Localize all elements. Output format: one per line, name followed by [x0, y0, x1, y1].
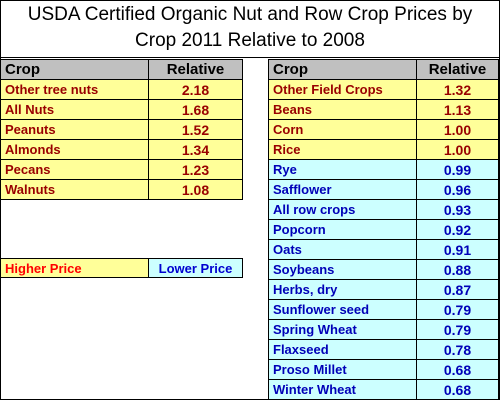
relative-value-cell: 0.79	[416, 299, 499, 320]
table-row: Proso Millet 0.68	[268, 359, 499, 380]
crop-name-cell: Rice	[268, 139, 417, 160]
table-row: Other tree nuts 2.18	[0, 79, 243, 100]
table-row: Pecans 1.23	[0, 159, 243, 180]
table-row: Almonds 1.34	[0, 139, 243, 160]
row-crop-prices-table: Crop Relative Other Field Crops 1.32 Beans…	[268, 59, 499, 400]
title-divider	[0, 57, 500, 58]
relative-value-cell: 0.68	[416, 379, 499, 400]
relative-value-cell: 0.88	[416, 259, 499, 280]
relative-value-cell: 0.99	[416, 159, 499, 180]
relative-value-cell: 1.68	[148, 99, 243, 120]
table-row: Winter Wheat 0.68	[268, 379, 499, 400]
table-row: Other Field Crops 1.32	[268, 79, 499, 100]
page-title: USDA Certified Organic Nut and Row Crop …	[0, 2, 500, 54]
relative-value-cell: 1.00	[416, 119, 499, 140]
relative-value-cell: 0.79	[416, 319, 499, 340]
crop-name-cell: Spring Wheat	[268, 319, 417, 340]
crop-name-cell: Peanuts	[0, 119, 149, 140]
relative-value-cell: 2.18	[148, 79, 243, 100]
table-row: Oats 0.91	[268, 239, 499, 260]
table-row: Rye 0.99	[268, 159, 499, 180]
crop-name-cell: Herbs, dry	[268, 279, 417, 300]
column-header-relative: Relative	[148, 59, 243, 80]
table-header-row: Crop Relative	[0, 59, 243, 80]
crop-name-cell: Safflower	[268, 179, 417, 200]
relative-value-cell: 1.52	[148, 119, 243, 140]
table-row: Beans 1.13	[268, 99, 499, 120]
relative-value-cell: 0.91	[416, 239, 499, 260]
crop-name-cell: Rye	[268, 159, 417, 180]
table-header-row: Crop Relative	[268, 59, 499, 80]
crop-name-cell: Popcorn	[268, 219, 417, 240]
relative-value-cell: 1.13	[416, 99, 499, 120]
crop-name-cell: Walnuts	[0, 179, 149, 200]
crop-name-cell: Almonds	[0, 139, 149, 160]
relative-value-cell: 1.23	[148, 159, 243, 180]
crop-name-cell: Corn	[268, 119, 417, 140]
column-header-relative: Relative	[416, 59, 499, 80]
table-row: Corn 1.00	[268, 119, 499, 140]
crop-name-cell: Beans	[268, 99, 417, 120]
table-row: Walnuts 1.08	[0, 179, 243, 200]
column-header-crop: Crop	[0, 59, 149, 80]
crop-name-cell: Other tree nuts	[0, 79, 149, 100]
table-row: All Nuts 1.68	[0, 99, 243, 120]
relative-value-cell: 0.92	[416, 219, 499, 240]
title-line-2: Crop 2011 Relative to 2008	[135, 30, 365, 51]
nut-prices-table: Crop Relative Other tree nuts 2.18 All Nut…	[0, 59, 243, 200]
table-row: Rice 1.00	[268, 139, 499, 160]
table-row: Sunflower seed 0.79	[268, 299, 499, 320]
relative-value-cell: 1.32	[416, 79, 499, 100]
crop-name-cell: Sunflower seed	[268, 299, 417, 320]
relative-value-cell: 0.93	[416, 199, 499, 220]
relative-value-cell: 1.00	[416, 139, 499, 160]
crop-name-cell: Flaxseed	[268, 339, 417, 360]
relative-value-cell: 0.96	[416, 179, 499, 200]
table-row: Flaxseed 0.78	[268, 339, 499, 360]
relative-value-cell: 0.78	[416, 339, 499, 360]
table-row: Popcorn 0.92	[268, 219, 499, 240]
relative-value-cell: 1.34	[148, 139, 243, 160]
crop-name-cell: Oats	[268, 239, 417, 260]
crop-name-cell: Winter Wheat	[268, 379, 417, 400]
table-row: Safflower 0.96	[268, 179, 499, 200]
legend-lower-price: Lower Price	[148, 258, 243, 278]
table-row: Soybeans 0.88	[268, 259, 499, 280]
column-header-crop: Crop	[268, 59, 417, 80]
relative-value-cell: 0.68	[416, 359, 499, 380]
relative-value-cell: 0.87	[416, 279, 499, 300]
crop-name-cell: Proso Millet	[268, 359, 417, 380]
crop-name-cell: All row crops	[268, 199, 417, 220]
title-line-1: USDA Certified Organic Nut and Row Crop …	[27, 4, 473, 25]
crop-name-cell: Pecans	[0, 159, 149, 180]
legend-higher-price: Higher Price	[0, 258, 149, 278]
table-row: Peanuts 1.52	[0, 119, 243, 140]
crop-name-cell: Other Field Crops	[268, 79, 417, 100]
crop-name-cell: All Nuts	[0, 99, 149, 120]
table-row: All row crops 0.93	[268, 199, 499, 220]
crop-name-cell: Soybeans	[268, 259, 417, 280]
relative-value-cell: 1.08	[148, 179, 243, 200]
table-row: Spring Wheat 0.79	[268, 319, 499, 340]
table-row: Herbs, dry 0.87	[268, 279, 499, 300]
